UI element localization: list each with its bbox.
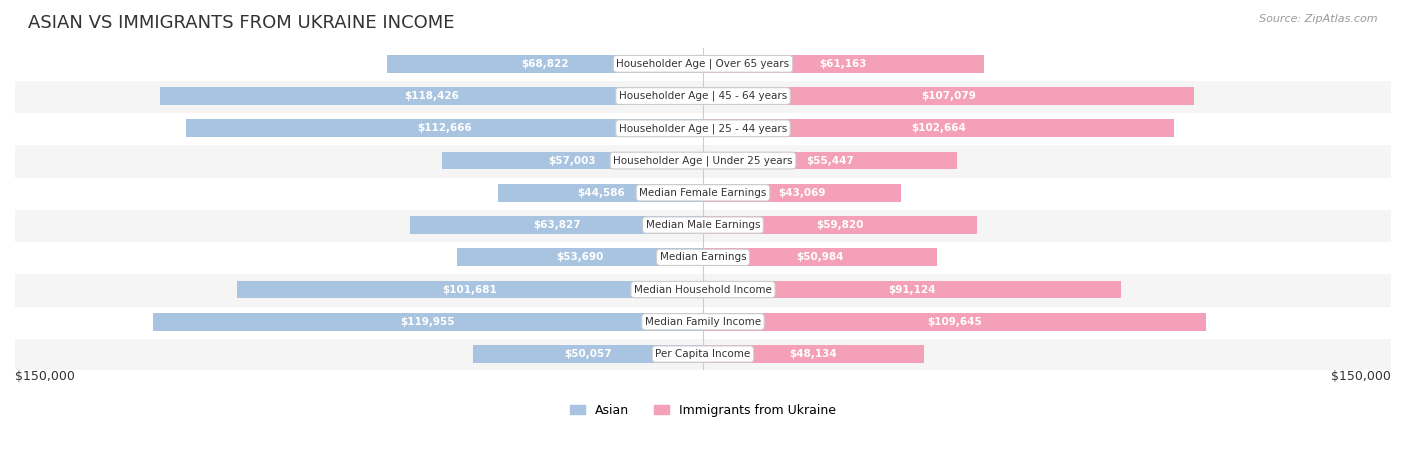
Text: $109,645: $109,645 [927, 317, 981, 327]
Bar [186, 120, 703, 137]
Bar [15, 338, 1391, 370]
Bar [15, 80, 1391, 112]
Bar [153, 313, 703, 331]
Bar [15, 306, 1391, 338]
Bar [703, 152, 957, 170]
Text: $59,820: $59,820 [817, 220, 863, 230]
Bar [411, 216, 703, 234]
Bar [236, 281, 703, 298]
Text: Per Capita Income: Per Capita Income [655, 349, 751, 359]
Bar [387, 55, 703, 73]
Bar [703, 216, 977, 234]
Bar [703, 313, 1206, 331]
Text: $112,666: $112,666 [418, 123, 472, 133]
Text: Householder Age | Under 25 years: Householder Age | Under 25 years [613, 156, 793, 166]
Text: $91,124: $91,124 [889, 284, 936, 295]
Text: $50,984: $50,984 [796, 252, 844, 262]
Text: $101,681: $101,681 [443, 284, 498, 295]
Bar [474, 345, 703, 363]
Text: $55,447: $55,447 [806, 156, 853, 166]
Text: $44,586: $44,586 [576, 188, 624, 198]
Bar [160, 87, 703, 105]
Bar [703, 120, 1174, 137]
Text: $150,000: $150,000 [15, 370, 75, 383]
Text: Median Household Income: Median Household Income [634, 284, 772, 295]
Text: $50,057: $50,057 [564, 349, 612, 359]
Text: Householder Age | 25 - 44 years: Householder Age | 25 - 44 years [619, 123, 787, 134]
Bar [703, 55, 984, 73]
Bar [15, 144, 1391, 177]
Text: $119,955: $119,955 [401, 317, 456, 327]
Legend: Asian, Immigrants from Ukraine: Asian, Immigrants from Ukraine [565, 399, 841, 422]
Bar [703, 87, 1194, 105]
Text: Median Family Income: Median Family Income [645, 317, 761, 327]
Text: $61,163: $61,163 [820, 59, 868, 69]
Text: $107,079: $107,079 [921, 91, 976, 101]
Text: $63,827: $63,827 [533, 220, 581, 230]
Bar [15, 274, 1391, 306]
Bar [457, 248, 703, 266]
Text: $53,690: $53,690 [557, 252, 603, 262]
Bar [499, 184, 703, 202]
Bar [15, 177, 1391, 209]
Text: $57,003: $57,003 [548, 156, 596, 166]
Bar [703, 281, 1121, 298]
Text: Median Male Earnings: Median Male Earnings [645, 220, 761, 230]
Bar [15, 241, 1391, 274]
Text: $150,000: $150,000 [1331, 370, 1391, 383]
Text: Median Female Earnings: Median Female Earnings [640, 188, 766, 198]
Text: $43,069: $43,069 [778, 188, 825, 198]
Text: Source: ZipAtlas.com: Source: ZipAtlas.com [1260, 14, 1378, 24]
Text: $102,664: $102,664 [911, 123, 966, 133]
Text: Householder Age | 45 - 64 years: Householder Age | 45 - 64 years [619, 91, 787, 101]
Bar [15, 48, 1391, 80]
Text: ASIAN VS IMMIGRANTS FROM UKRAINE INCOME: ASIAN VS IMMIGRANTS FROM UKRAINE INCOME [28, 14, 454, 32]
Text: $48,134: $48,134 [790, 349, 837, 359]
Bar [703, 345, 924, 363]
Bar [15, 209, 1391, 241]
Bar [703, 248, 936, 266]
Text: Median Earnings: Median Earnings [659, 252, 747, 262]
Text: $118,426: $118,426 [404, 91, 458, 101]
Text: Householder Age | Over 65 years: Householder Age | Over 65 years [616, 58, 790, 69]
Text: $68,822: $68,822 [522, 59, 569, 69]
Bar [15, 112, 1391, 144]
Bar [703, 184, 901, 202]
Bar [441, 152, 703, 170]
